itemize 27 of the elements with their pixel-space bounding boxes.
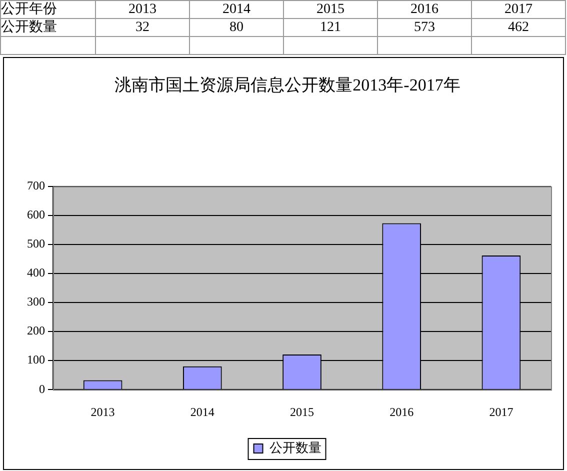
y-tick-label: 700 [27, 178, 45, 193]
y-tick-label: 0 [39, 382, 45, 396]
y-tick-label: 300 [27, 294, 45, 309]
y-tick-label: 100 [27, 352, 45, 367]
data-label: 121 [284, 18, 378, 36]
data-label: 573 [378, 18, 472, 36]
text: 公开数量 [1, 20, 57, 35]
legend-label: 公开数量 [269, 440, 322, 455]
category-label: 2013 [128, 2, 156, 17]
text: 公开年份 [0, 0, 96, 18]
y-tick-label: 200 [27, 324, 45, 338]
chart-title: 洮南市国土资源局信息公开数量2013年-2017年 [114, 76, 460, 95]
x-tick-label: 2013 [90, 404, 115, 419]
y-tick-label: 500 [27, 236, 45, 251]
data-label: 80 [190, 18, 284, 36]
category-label: 2015 [316, 2, 344, 17]
x-tick-label: 2015 [290, 404, 314, 419]
category-label: 2016 [410, 2, 438, 17]
x-tick-label: 2017 [489, 404, 514, 419]
y-tick-label: 400 [27, 266, 45, 280]
data-label: 462 [472, 18, 566, 36]
y-tick-label: 600 [27, 208, 45, 222]
category-label: 2017 [504, 2, 532, 17]
data-label: 32 [96, 18, 190, 36]
x-tick-label: 2014 [190, 404, 214, 419]
category-label: 2014 [222, 2, 250, 17]
x-tick-label: 2016 [390, 404, 414, 419]
